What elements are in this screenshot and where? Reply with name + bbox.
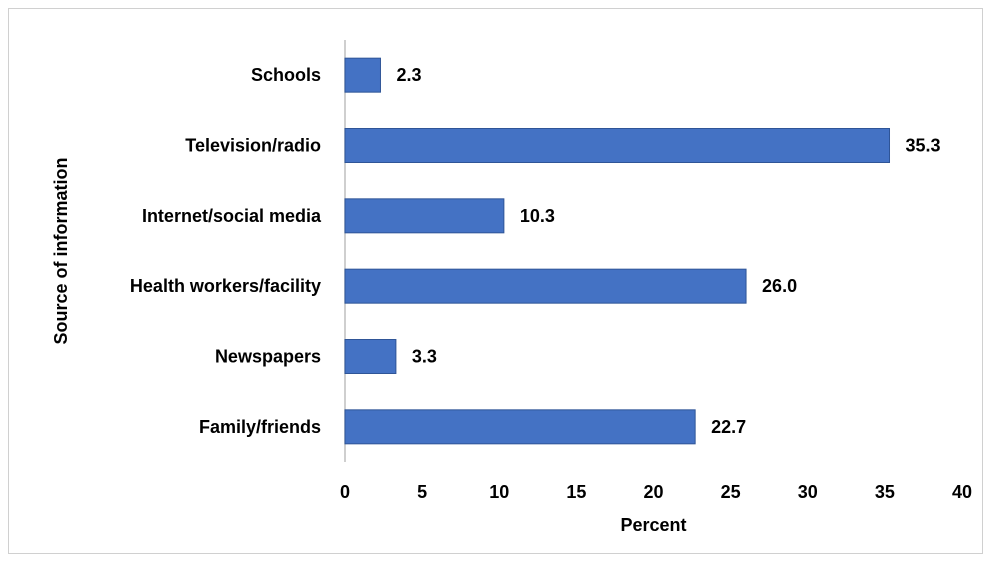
x-tick-label: 15	[566, 482, 586, 502]
category-label: Internet/social media	[142, 206, 322, 226]
category-label: Newspapers	[215, 347, 321, 367]
category-label: Schools	[251, 65, 321, 85]
x-tick-label: 35	[875, 482, 895, 502]
x-axis-title: Percent	[620, 515, 686, 535]
x-tick-label: 5	[417, 482, 427, 502]
data-label: 2.3	[396, 65, 421, 85]
data-label: 10.3	[520, 206, 555, 226]
bar	[345, 340, 396, 374]
bar	[345, 269, 746, 303]
x-tick-label: 20	[643, 482, 663, 502]
value-labels-group: 2.3 35.3 10.3 26.0 3.3 22.7	[396, 65, 940, 437]
x-tick-label: 25	[721, 482, 741, 502]
category-label: Television/radio	[185, 136, 321, 156]
bar	[345, 58, 380, 92]
category-label: Family/friends	[199, 417, 321, 437]
bar	[345, 129, 890, 163]
category-label: Health workers/facility	[130, 276, 321, 296]
data-label: 35.3	[906, 136, 941, 156]
bars-group	[345, 58, 890, 444]
x-tick-labels-group: 0 5 10 15 20 25 30 35 40	[340, 482, 972, 502]
bar	[345, 410, 695, 444]
data-label: 3.3	[412, 347, 437, 367]
x-tick-label: 0	[340, 482, 350, 502]
x-tick-label: 10	[489, 482, 509, 502]
x-tick-label: 40	[952, 482, 972, 502]
y-axis-title: Source of information	[51, 157, 71, 344]
category-labels-group: Schools Television/radio Internet/social m…	[130, 65, 322, 437]
data-label: 22.7	[711, 417, 746, 437]
x-tick-label: 30	[798, 482, 818, 502]
bar	[345, 199, 504, 233]
data-label: 26.0	[762, 276, 797, 296]
